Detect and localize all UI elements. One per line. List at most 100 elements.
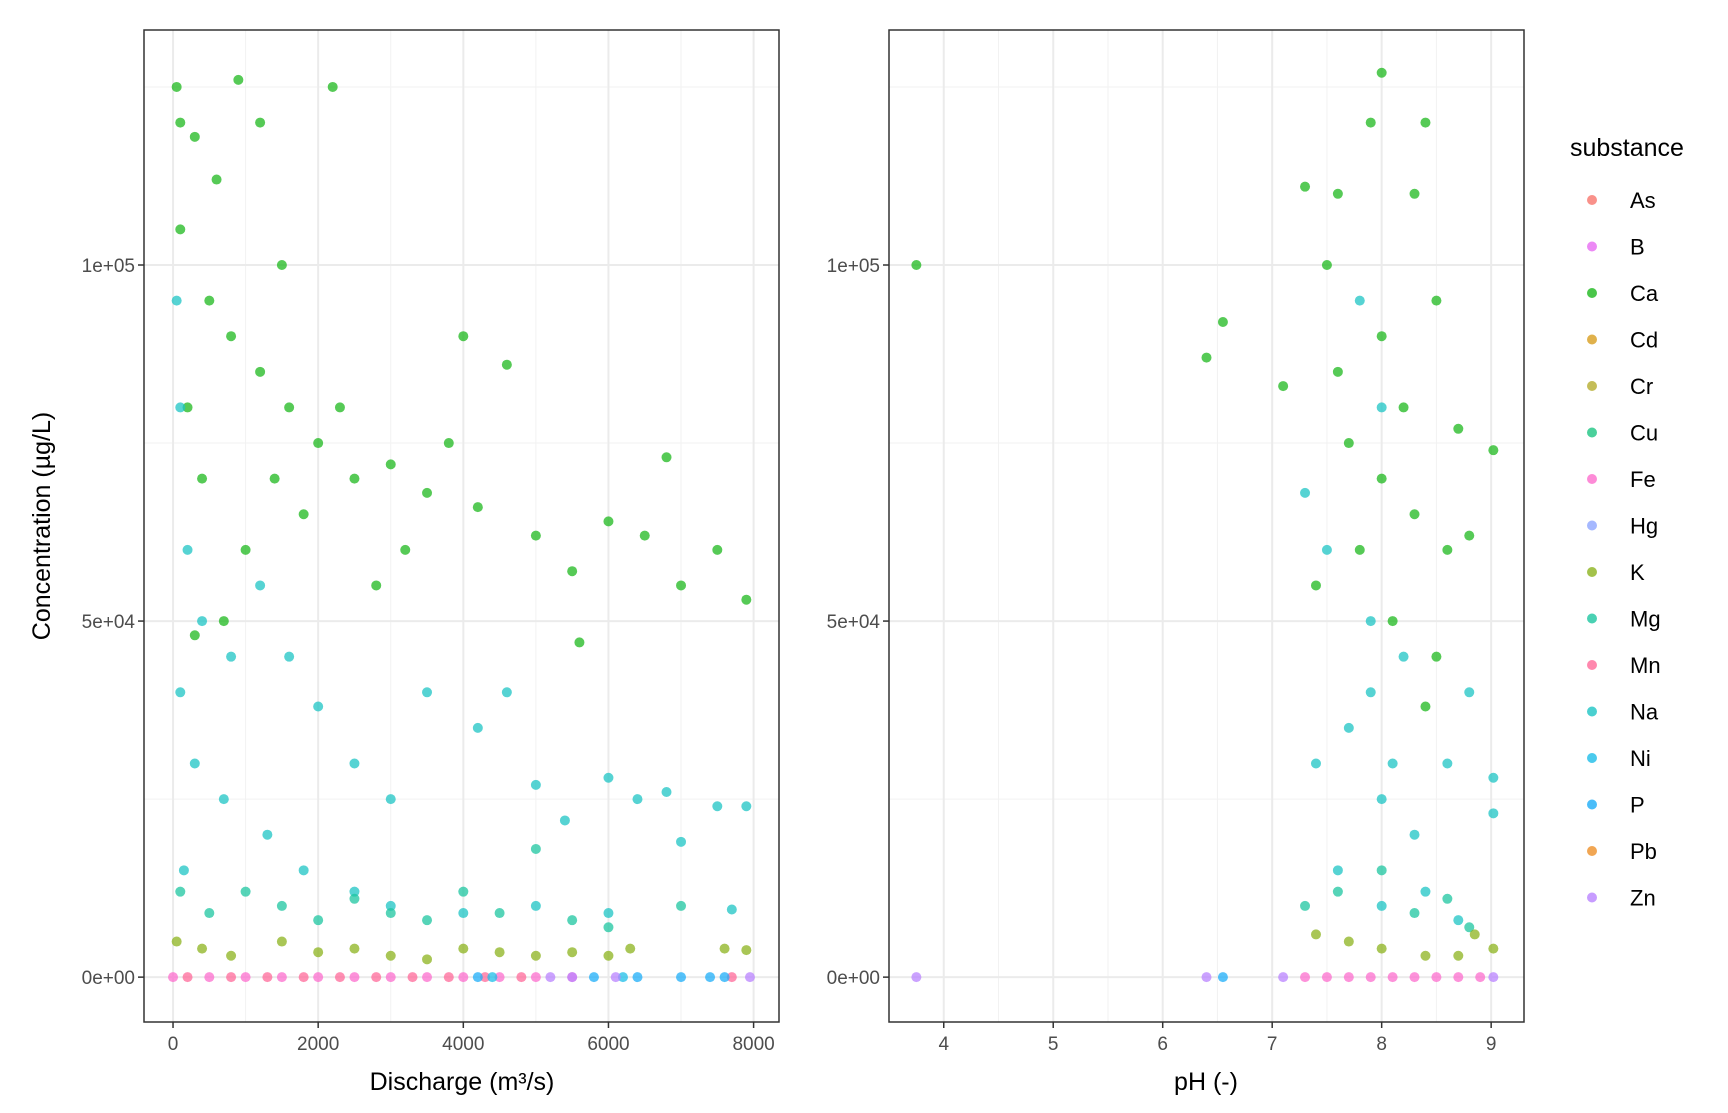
point-Ca [1409,509,1420,520]
point-P [632,972,643,983]
point-Mn [262,972,273,983]
point-K [1469,929,1480,940]
legend-item-K: K [1587,560,1645,585]
point-Na [178,865,189,876]
point-Na [1332,865,1343,876]
point-Ca [1420,701,1431,712]
x-tick-label: 7 [1267,1034,1278,1055]
point-Fe [1300,972,1311,983]
point-Na [1398,651,1409,662]
point-Na [1464,687,1475,698]
point-Fe [458,972,469,983]
legend-key-Cr [1587,381,1597,391]
point-P [1217,972,1228,983]
point-K [1376,943,1387,954]
point-Zn [911,972,922,983]
point-Mg [458,886,469,897]
point-Mg [422,915,433,926]
legend-label: Ni [1630,746,1651,771]
legend-item-Zn: Zn [1587,886,1656,911]
point-K [530,950,541,961]
point-Zn [567,972,578,983]
legend-label: Hg [1630,514,1658,539]
legend-label: Cd [1630,328,1658,353]
legend-label: Mg [1630,607,1661,632]
x-tick-label: 4000 [442,1034,484,1055]
point-Na [603,772,614,783]
point-Mg [1464,922,1475,933]
point-P [472,972,483,983]
point-Na [1442,758,1453,769]
point-Na [298,865,309,876]
point-Fe [168,972,179,983]
point-Mn [226,972,237,983]
legend-key-B [1587,241,1597,252]
plot-background [889,30,1524,1022]
point-Ca [530,530,541,541]
point-Na [559,815,570,826]
legend-item-Cd: Cd [1587,328,1658,353]
point-Na [284,651,295,662]
point-Ca [182,402,193,413]
point-Fe [1453,972,1464,983]
point-Ca [269,473,280,484]
point-Mg [567,915,578,926]
point-Fe [422,972,433,983]
panel-border [143,29,780,1023]
x-tick-label: 8 [1376,1034,1387,1055]
x-tick-label: 8000 [732,1034,774,1055]
legend-item-Hg: Hg [1587,514,1658,539]
point-Na [1420,886,1431,897]
point-Na [385,794,396,805]
point-Na [1321,544,1332,555]
point-Na [1310,758,1321,769]
point-Ca [472,502,483,513]
point-Na [349,886,360,897]
point-Zn [545,972,556,983]
point-Na [175,402,186,413]
point-Mg [530,843,541,854]
point-Na [712,801,723,812]
legend-key-Mg [1587,613,1597,624]
legend-label: Na [1630,700,1659,725]
point-Zn [610,972,621,983]
point-Ca [1420,117,1431,128]
point-Na [661,786,672,797]
point-Ca [676,580,687,591]
point-Ca [1332,366,1343,377]
point-Na [603,908,614,919]
x-tick-label: 0 [168,1034,179,1055]
point-Fe [1409,972,1420,983]
legend-key-Zn [1587,892,1597,903]
point-Mg [313,915,324,926]
x-tick-label: 5 [1048,1034,1059,1055]
legend-key-K [1587,567,1597,577]
legend-key-Mn [1587,660,1597,670]
point-Fe [1387,972,1398,983]
point-Ca [422,487,433,498]
point-K [422,954,433,965]
point-Na [1376,794,1387,805]
point-Ca [712,544,723,555]
point-Ca [385,459,396,470]
plot-background [144,30,779,1022]
point-Mg [1409,908,1420,919]
legend-item-Ni: Ni [1587,746,1651,771]
point-Zn [744,972,755,983]
point-Na [1488,808,1499,819]
point-Na [255,580,266,591]
point-Ca [443,438,454,449]
point-Ca [1431,295,1442,306]
point-Ca [1343,438,1354,449]
point-K [567,947,578,958]
point-K [385,950,396,961]
point-K [1420,950,1431,961]
legend-item-P: P [1587,793,1645,818]
point-K [1488,943,1499,954]
point-Ca [1431,651,1442,662]
point-Fe [1431,972,1442,983]
point-Na [726,904,737,915]
point-Ca [226,331,237,342]
point-Ca [218,616,229,627]
